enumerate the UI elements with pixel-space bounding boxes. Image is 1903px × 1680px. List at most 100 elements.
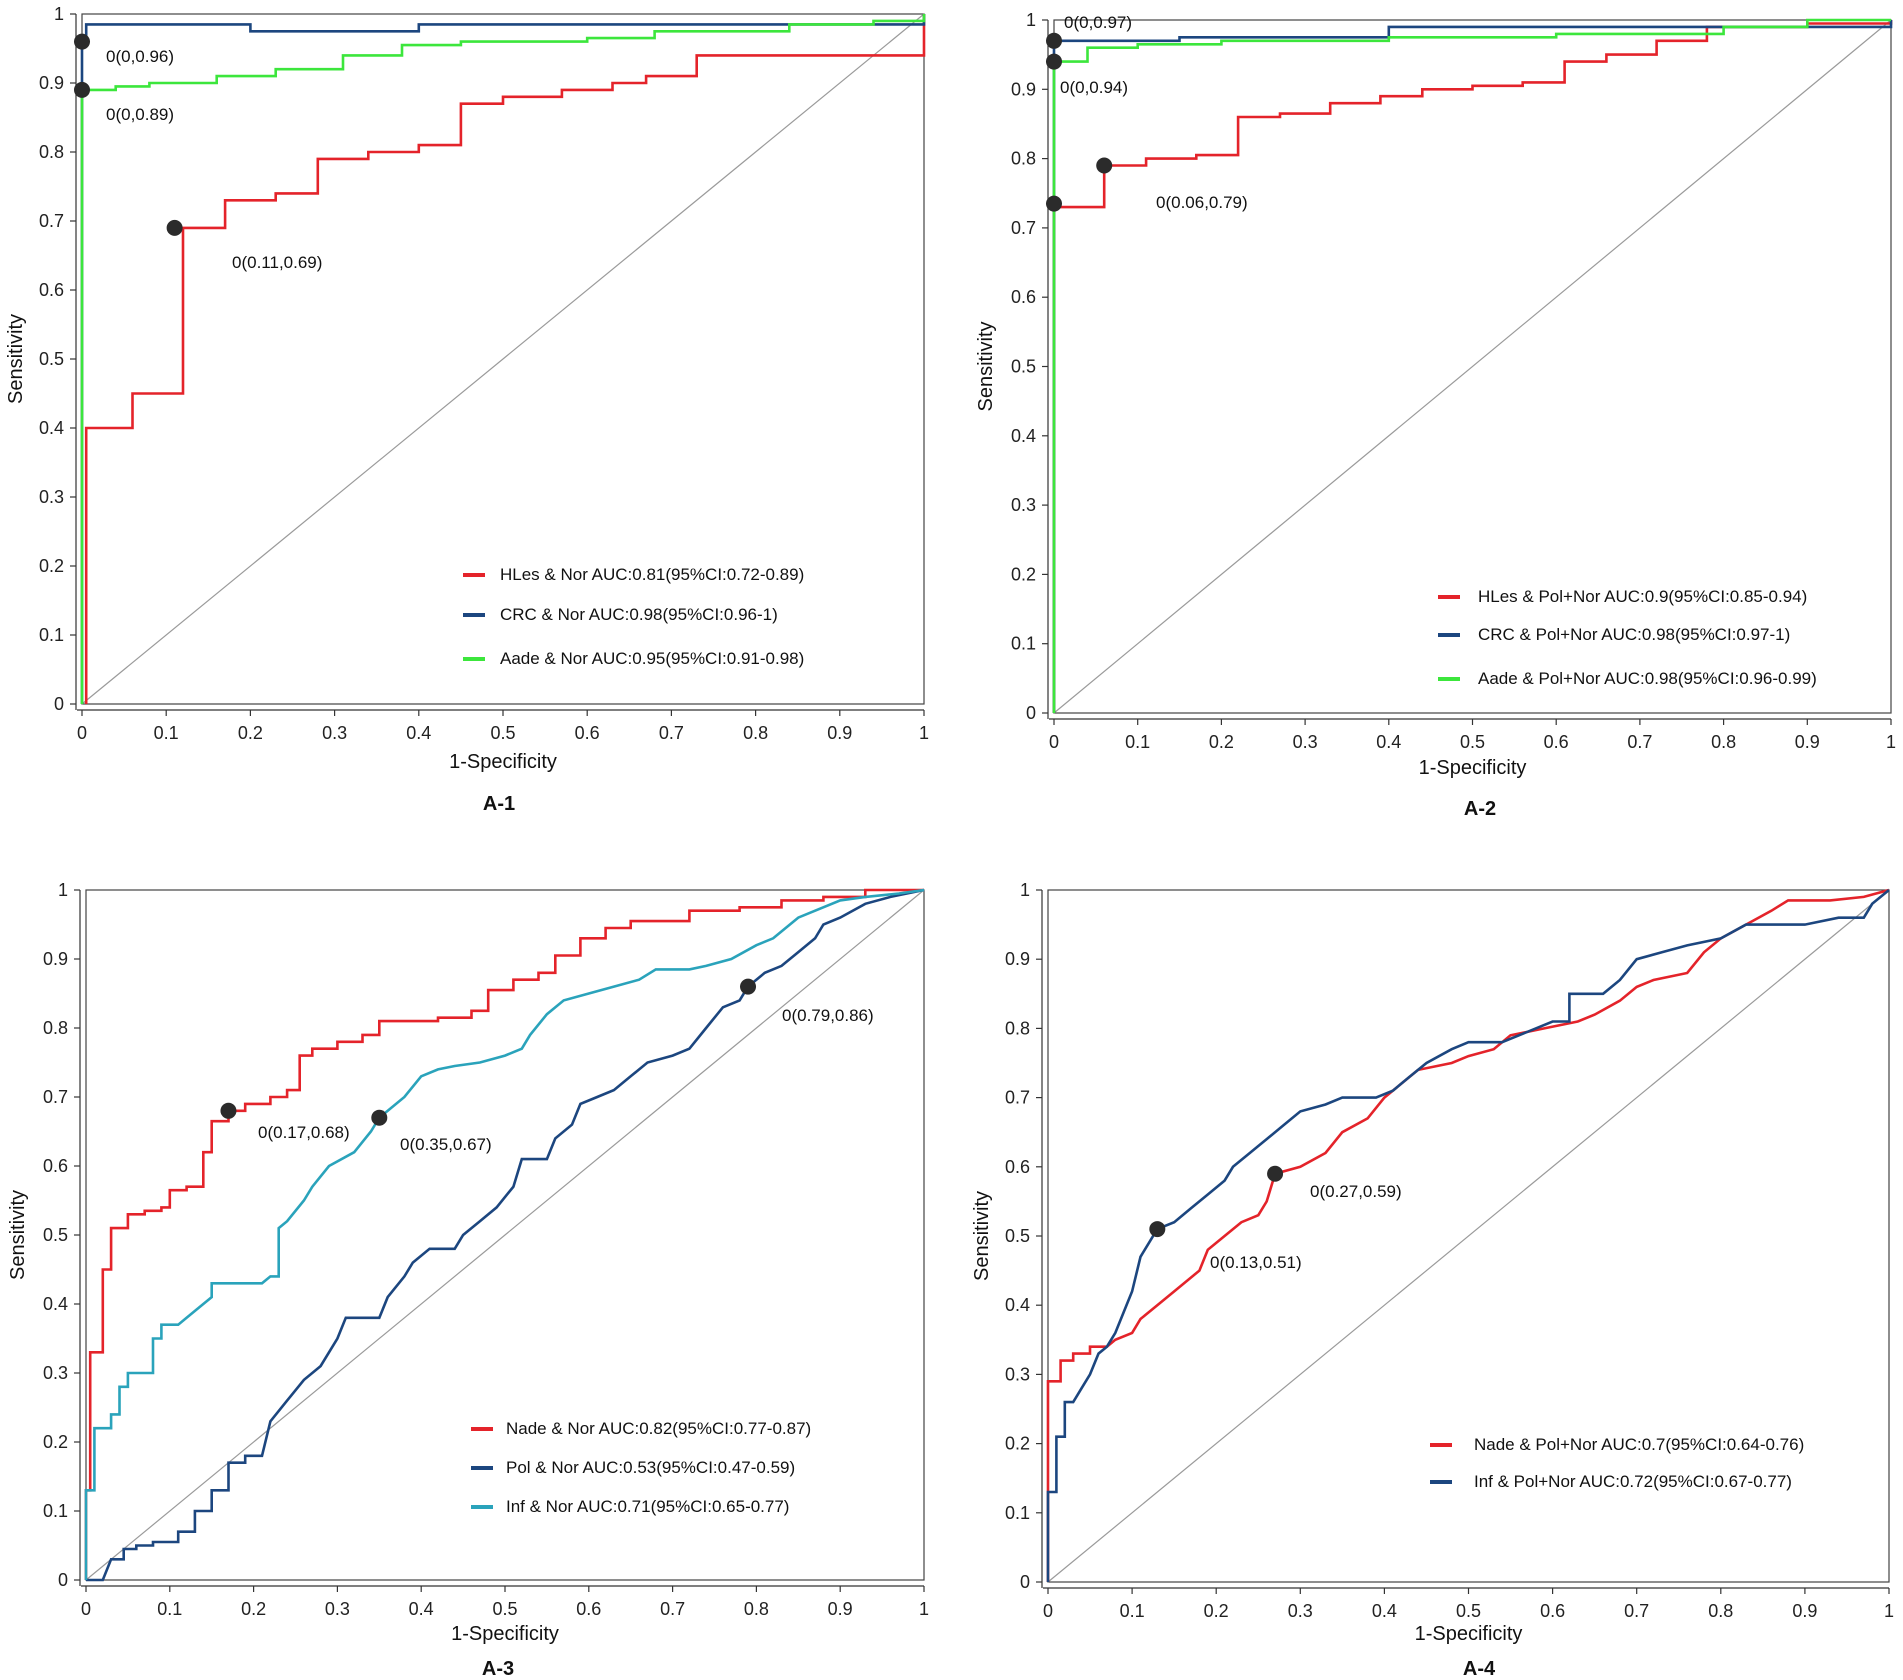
y-tick-label: 0.2	[1011, 564, 1036, 584]
y-axis-label: Sensitivity	[5, 314, 27, 404]
legend-entry: Inf & Nor AUC:0.71(95%CI:0.65-0.77)	[506, 1497, 789, 1516]
x-tick-label: 0.8	[744, 1599, 769, 1619]
x-tick-label: 0.5	[1460, 732, 1485, 752]
y-tick-label: 0.7	[43, 1087, 68, 1107]
plot-frame	[1047, 889, 1890, 1583]
legend-entry: CRC & Pol+Nor AUC:0.98(95%CI:0.97-1)	[1478, 625, 1790, 644]
x-axis-label: 1-Specificity	[1415, 1623, 1523, 1645]
roc-panel-a-1: 0 0.1 0.2 0.3 0.4 0.5 0.6 0.7 0.8 0.9 1 0 0.1 0.2 0.3 0…	[5, 4, 929, 815]
x-tick-label: 0.2	[1204, 1601, 1229, 1621]
reference-diagonal	[81, 13, 925, 705]
y-tick-label: 1	[54, 4, 64, 24]
y-tick-label: 0.4	[39, 418, 64, 438]
legend-entry: Aade & Pol+Nor AUC:0.98(95%CI:0.96-0.99)	[1478, 669, 1817, 688]
legend-entry: Pol & Nor AUC:0.53(95%CI:0.47-0.59)	[506, 1458, 795, 1477]
cutoff-label: 0(0.79,0.86)	[782, 1006, 874, 1025]
cutoff-label: 0(0.35,0.67)	[400, 1135, 492, 1154]
cutoff-marker	[1046, 195, 1062, 212]
legend-entry: Inf & Pol+Nor AUC:0.72(95%CI:0.67-0.77)	[1474, 1472, 1792, 1491]
y-tick-label: 0.8	[39, 142, 64, 162]
cutoff-marker	[74, 33, 90, 50]
y-tick-label: 0.6	[43, 1156, 68, 1176]
roc-curve-red	[84, 888, 924, 1580]
legend: Nade & Pol+Nor AUC:0.7(95%CI:0.64-0.76) I…	[1430, 1435, 1804, 1491]
y-tick-label: 0.1	[1011, 634, 1036, 654]
x-tick-label: 0.8	[1708, 1601, 1733, 1621]
y-tick-label: 0.2	[39, 556, 64, 576]
x-tick-label: 0.5	[492, 1599, 517, 1619]
roc-panel-a-2: 0 0.1 0.2 0.3 0.4 0.5 0.6 0.7 0.8 0.9 1 0 0.1 0.2 0.3 0…	[975, 10, 1896, 820]
roc-curve-navy	[1046, 888, 1890, 1582]
y-axis-label: Sensitivity	[975, 321, 997, 411]
legend-entry: HLes & Nor AUC:0.81(95%CI:0.72-0.89)	[500, 565, 804, 584]
x-tick-label: 0.4	[1376, 732, 1401, 752]
x-tick-label: 1	[1884, 1601, 1894, 1621]
x-tick-label: 0.9	[827, 723, 852, 743]
x-axis-label: 1-Specificity	[449, 751, 557, 773]
panel-caption: A-4	[1463, 1658, 1496, 1680]
roc-curve-red	[1046, 888, 1890, 1582]
y-axis-label: Sensitivity	[971, 1191, 993, 1281]
y-tick-label: 0.6	[1011, 287, 1036, 307]
legend: Nade & Nor AUC:0.82(95%CI:0.77-0.87) Pol …	[471, 1419, 811, 1516]
y-tick-label: 0.4	[43, 1294, 68, 1314]
x-tick-label: 0.4	[406, 723, 431, 743]
x-tick-label: 1	[919, 723, 929, 743]
x-axis-label: 1-Specificity	[451, 1623, 559, 1645]
roc-curve-navy	[86, 888, 925, 1582]
reference-diagonal	[1053, 19, 1892, 714]
y-tick-label: 0.4	[1011, 426, 1036, 446]
legend-entry: Nade & Pol+Nor AUC:0.7(95%CI:0.64-0.76)	[1474, 1435, 1804, 1454]
cutoff-marker	[1046, 32, 1062, 49]
y-tick-label: 0.4	[1005, 1295, 1030, 1315]
y-tick-label: 0.9	[1005, 949, 1030, 969]
x-tick-label: 0.8	[743, 723, 768, 743]
legend-entry: Nade & Nor AUC:0.82(95%CI:0.77-0.87)	[506, 1419, 811, 1438]
roc-panel-a-3: 0 0.1 0.2 0.3 0.4 0.5 0.6 0.7 0.8 0.9 1 0 0.1 0.2 0.3 0…	[7, 880, 929, 1680]
panel-caption: A-3	[482, 1658, 514, 1680]
x-tick-label: 0.9	[1792, 1601, 1817, 1621]
x-tick-label: 0.1	[1125, 732, 1150, 752]
x-axis-label: 1-Specificity	[1419, 757, 1527, 779]
y-tick-label: 0	[1020, 1572, 1030, 1592]
x-tick-label: 0.7	[659, 723, 684, 743]
y-tick-label: 0.8	[1005, 1018, 1030, 1038]
cutoff-marker	[74, 81, 90, 98]
y-tick-label: 0.3	[43, 1363, 68, 1383]
y-tick-label: 0.9	[1011, 79, 1036, 99]
cutoff-label: 0(0.27,0.59)	[1310, 1182, 1402, 1201]
y-tick-label: 0.8	[43, 1018, 68, 1038]
x-tick-label: 1	[919, 1599, 929, 1619]
x-tick-label: 0.2	[238, 723, 263, 743]
y-tick-label: 0.3	[1011, 495, 1036, 515]
legend: HLes & Pol+Nor AUC:0.9(95%CI:0.85-0.94) C…	[1438, 587, 1817, 688]
y-tick-label: 0.7	[1005, 1088, 1030, 1108]
x-tick-label: 0.3	[1293, 732, 1318, 752]
y-tick-label: 0.9	[39, 73, 64, 93]
y-tick-label: 0.7	[1011, 218, 1036, 238]
x-tick-label: 0.4	[1372, 1601, 1397, 1621]
y-tick-label: 0.8	[1011, 149, 1036, 169]
y-tick-label: 0	[58, 1570, 68, 1590]
legend-entry: CRC & Nor AUC:0.98(95%CI:0.96-1)	[500, 605, 778, 624]
x-tick-label: 0.6	[575, 723, 600, 743]
y-tick-label: 0.5	[1011, 357, 1036, 377]
x-tick-label: 0	[1049, 732, 1059, 752]
y-tick-label: 0.5	[39, 349, 64, 369]
cutoff-marker	[1096, 157, 1113, 174]
x-tick-label: 0.6	[1540, 1601, 1565, 1621]
cutoff-label: 0(0,0.94)	[1060, 78, 1128, 97]
roc-curve-green	[1052, 18, 1891, 713]
y-tick-label: 1	[58, 880, 68, 900]
roc-curve-red	[1052, 20, 1893, 713]
x-tick-label: 0.5	[1456, 1601, 1481, 1621]
x-tick-label: 0.5	[490, 723, 515, 743]
y-tick-label: 1	[1026, 10, 1036, 30]
cutoff-marker	[220, 1102, 237, 1119]
x-tick-label: 0.3	[1288, 1601, 1313, 1621]
x-tick-label: 0.1	[154, 723, 179, 743]
y-tick-label: 0.1	[39, 625, 64, 645]
cutoff-label: 0(0.17,0.68)	[258, 1123, 350, 1142]
roc-panel-a-4: 0 0.1 0.2 0.3 0.4 0.5 0.6 0.7 0.8 0.9 1 0 0.1 0.2 0.3 0…	[971, 880, 1894, 1680]
x-tick-label: 0.2	[241, 1599, 266, 1619]
